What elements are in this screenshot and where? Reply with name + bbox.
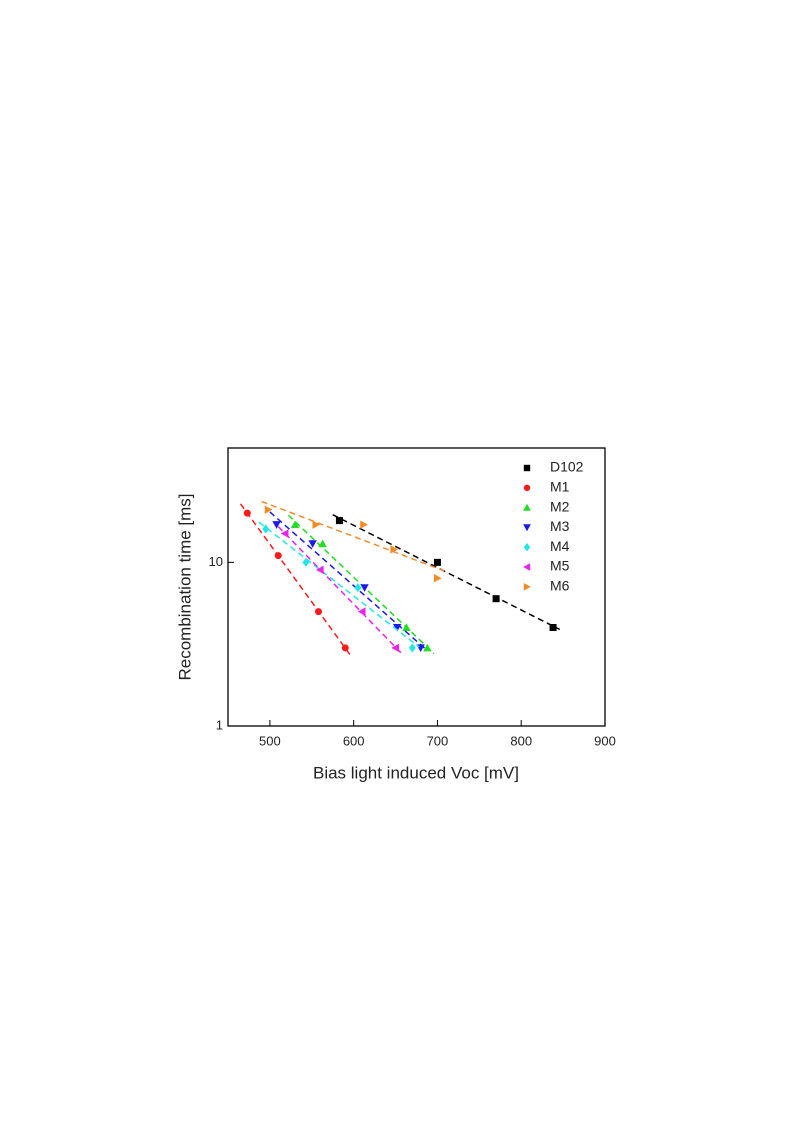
legend-label: M1	[550, 479, 570, 495]
data-point	[243, 509, 251, 517]
data-point	[315, 565, 324, 575]
data-point	[393, 623, 402, 632]
data-point	[262, 524, 270, 534]
legend-marker	[523, 543, 531, 552]
x-tick-label: 700	[427, 733, 449, 748]
fit-line	[239, 503, 353, 658]
data-point	[290, 520, 300, 529]
legend-marker	[523, 484, 531, 491]
y-tick-label: 1	[216, 717, 223, 732]
plot-frame	[227, 447, 606, 727]
data-point	[302, 557, 310, 567]
legend-label: M2	[550, 498, 570, 514]
data-point	[402, 623, 411, 631]
y-tick-label: 10	[209, 554, 223, 569]
data-point	[390, 545, 399, 554]
fit-line	[332, 514, 561, 631]
x-tick-label: 600	[343, 733, 365, 748]
legend-label: M4	[550, 538, 570, 554]
data-point	[264, 505, 273, 514]
data-point	[335, 517, 343, 525]
data-point	[314, 608, 322, 616]
legend-label: M5	[550, 558, 570, 574]
x-axis-title: Bias light induced Voc [mV]	[313, 763, 519, 782]
x-tick-label: 800	[510, 733, 532, 748]
legend-label: M6	[550, 578, 570, 594]
legend-label: D102	[550, 459, 584, 475]
x-tick-label: 900	[594, 733, 616, 748]
legend-marker	[523, 582, 531, 591]
fit-line	[269, 511, 428, 652]
data-point	[272, 521, 281, 529]
data-point	[433, 558, 441, 566]
data-point	[280, 529, 289, 538]
legend-marker	[523, 464, 531, 472]
data-point	[274, 552, 282, 560]
data-point	[312, 520, 321, 529]
legend-label: M3	[550, 518, 570, 534]
data-point	[408, 643, 416, 653]
data-point	[318, 539, 327, 548]
fit-line	[261, 500, 445, 572]
fit-line	[277, 525, 403, 655]
data-point	[549, 623, 557, 631]
data-point	[360, 584, 369, 592]
legend-marker	[523, 563, 531, 571]
legend-marker	[523, 503, 531, 511]
data-point	[341, 644, 349, 652]
y-axis-title: Recombination time [ms]	[175, 493, 194, 680]
data-point	[357, 607, 366, 616]
data-point	[433, 574, 442, 583]
x-tick-label: 500	[259, 733, 281, 748]
fit-line	[258, 521, 420, 648]
data-point	[391, 643, 400, 653]
data-point	[360, 520, 368, 529]
data-point	[308, 540, 317, 548]
data-point	[354, 583, 362, 593]
data-point	[423, 643, 432, 652]
legend-marker	[523, 524, 531, 532]
data-point	[492, 595, 500, 603]
